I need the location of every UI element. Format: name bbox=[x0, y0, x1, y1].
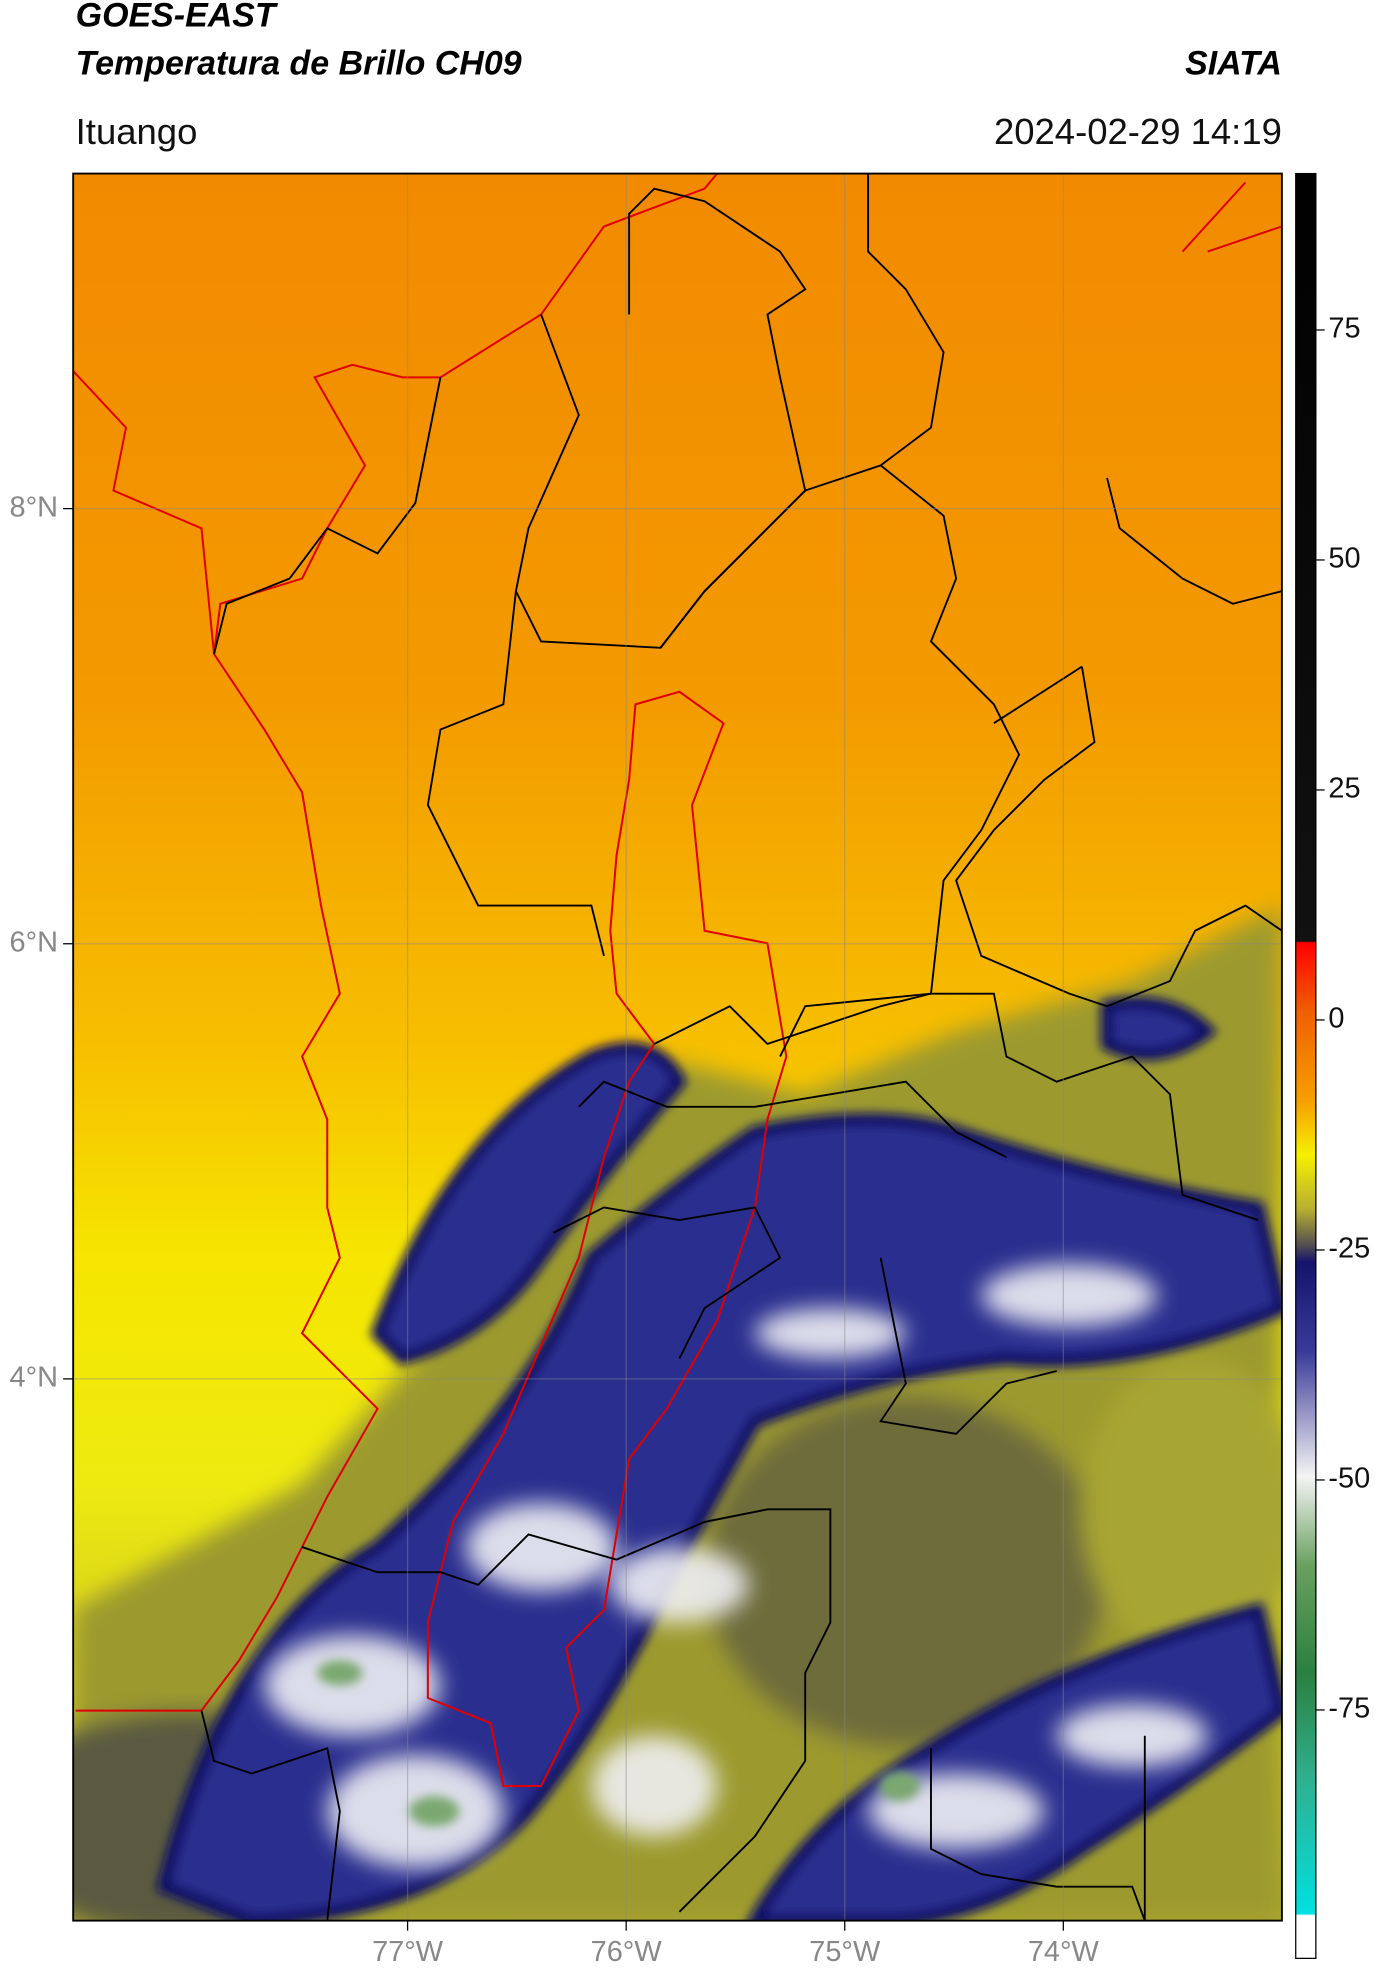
colorbar bbox=[1295, 172, 1317, 1959]
map-frame bbox=[72, 172, 1283, 1922]
x-tick-label: 76°W bbox=[591, 1936, 663, 1968]
map-image bbox=[73, 173, 1282, 1921]
subtitle: Temperatura de Brillo CH09 bbox=[76, 44, 522, 82]
x-tick-label: 77°W bbox=[372, 1936, 444, 1968]
datetime: 2024-02-29 14:19 bbox=[994, 111, 1282, 152]
colorbar-tick-label: 75 bbox=[1328, 313, 1360, 345]
location: Ituango bbox=[76, 111, 198, 152]
grid bbox=[73, 173, 1282, 1921]
y-tick-label: 6°N bbox=[10, 926, 59, 958]
x-tick-label: 74°W bbox=[1028, 1936, 1100, 1968]
colorbar-tick-label: -75 bbox=[1328, 1693, 1370, 1725]
colorbar-tick-label: 0 bbox=[1328, 1003, 1344, 1035]
title: GOES-EAST bbox=[76, 0, 279, 35]
y-tick-label: 8°N bbox=[10, 491, 59, 523]
brand: SIATA bbox=[1185, 44, 1282, 82]
colorbar-tick-label: 50 bbox=[1328, 543, 1360, 575]
colorbar-tick-label: -50 bbox=[1328, 1463, 1370, 1495]
y-tick-label: 4°N bbox=[10, 1362, 59, 1394]
colorbar-tick-label: 25 bbox=[1328, 773, 1360, 805]
colorbar-tick-label: -25 bbox=[1328, 1233, 1370, 1265]
x-tick-label: 75°W bbox=[809, 1936, 881, 1968]
